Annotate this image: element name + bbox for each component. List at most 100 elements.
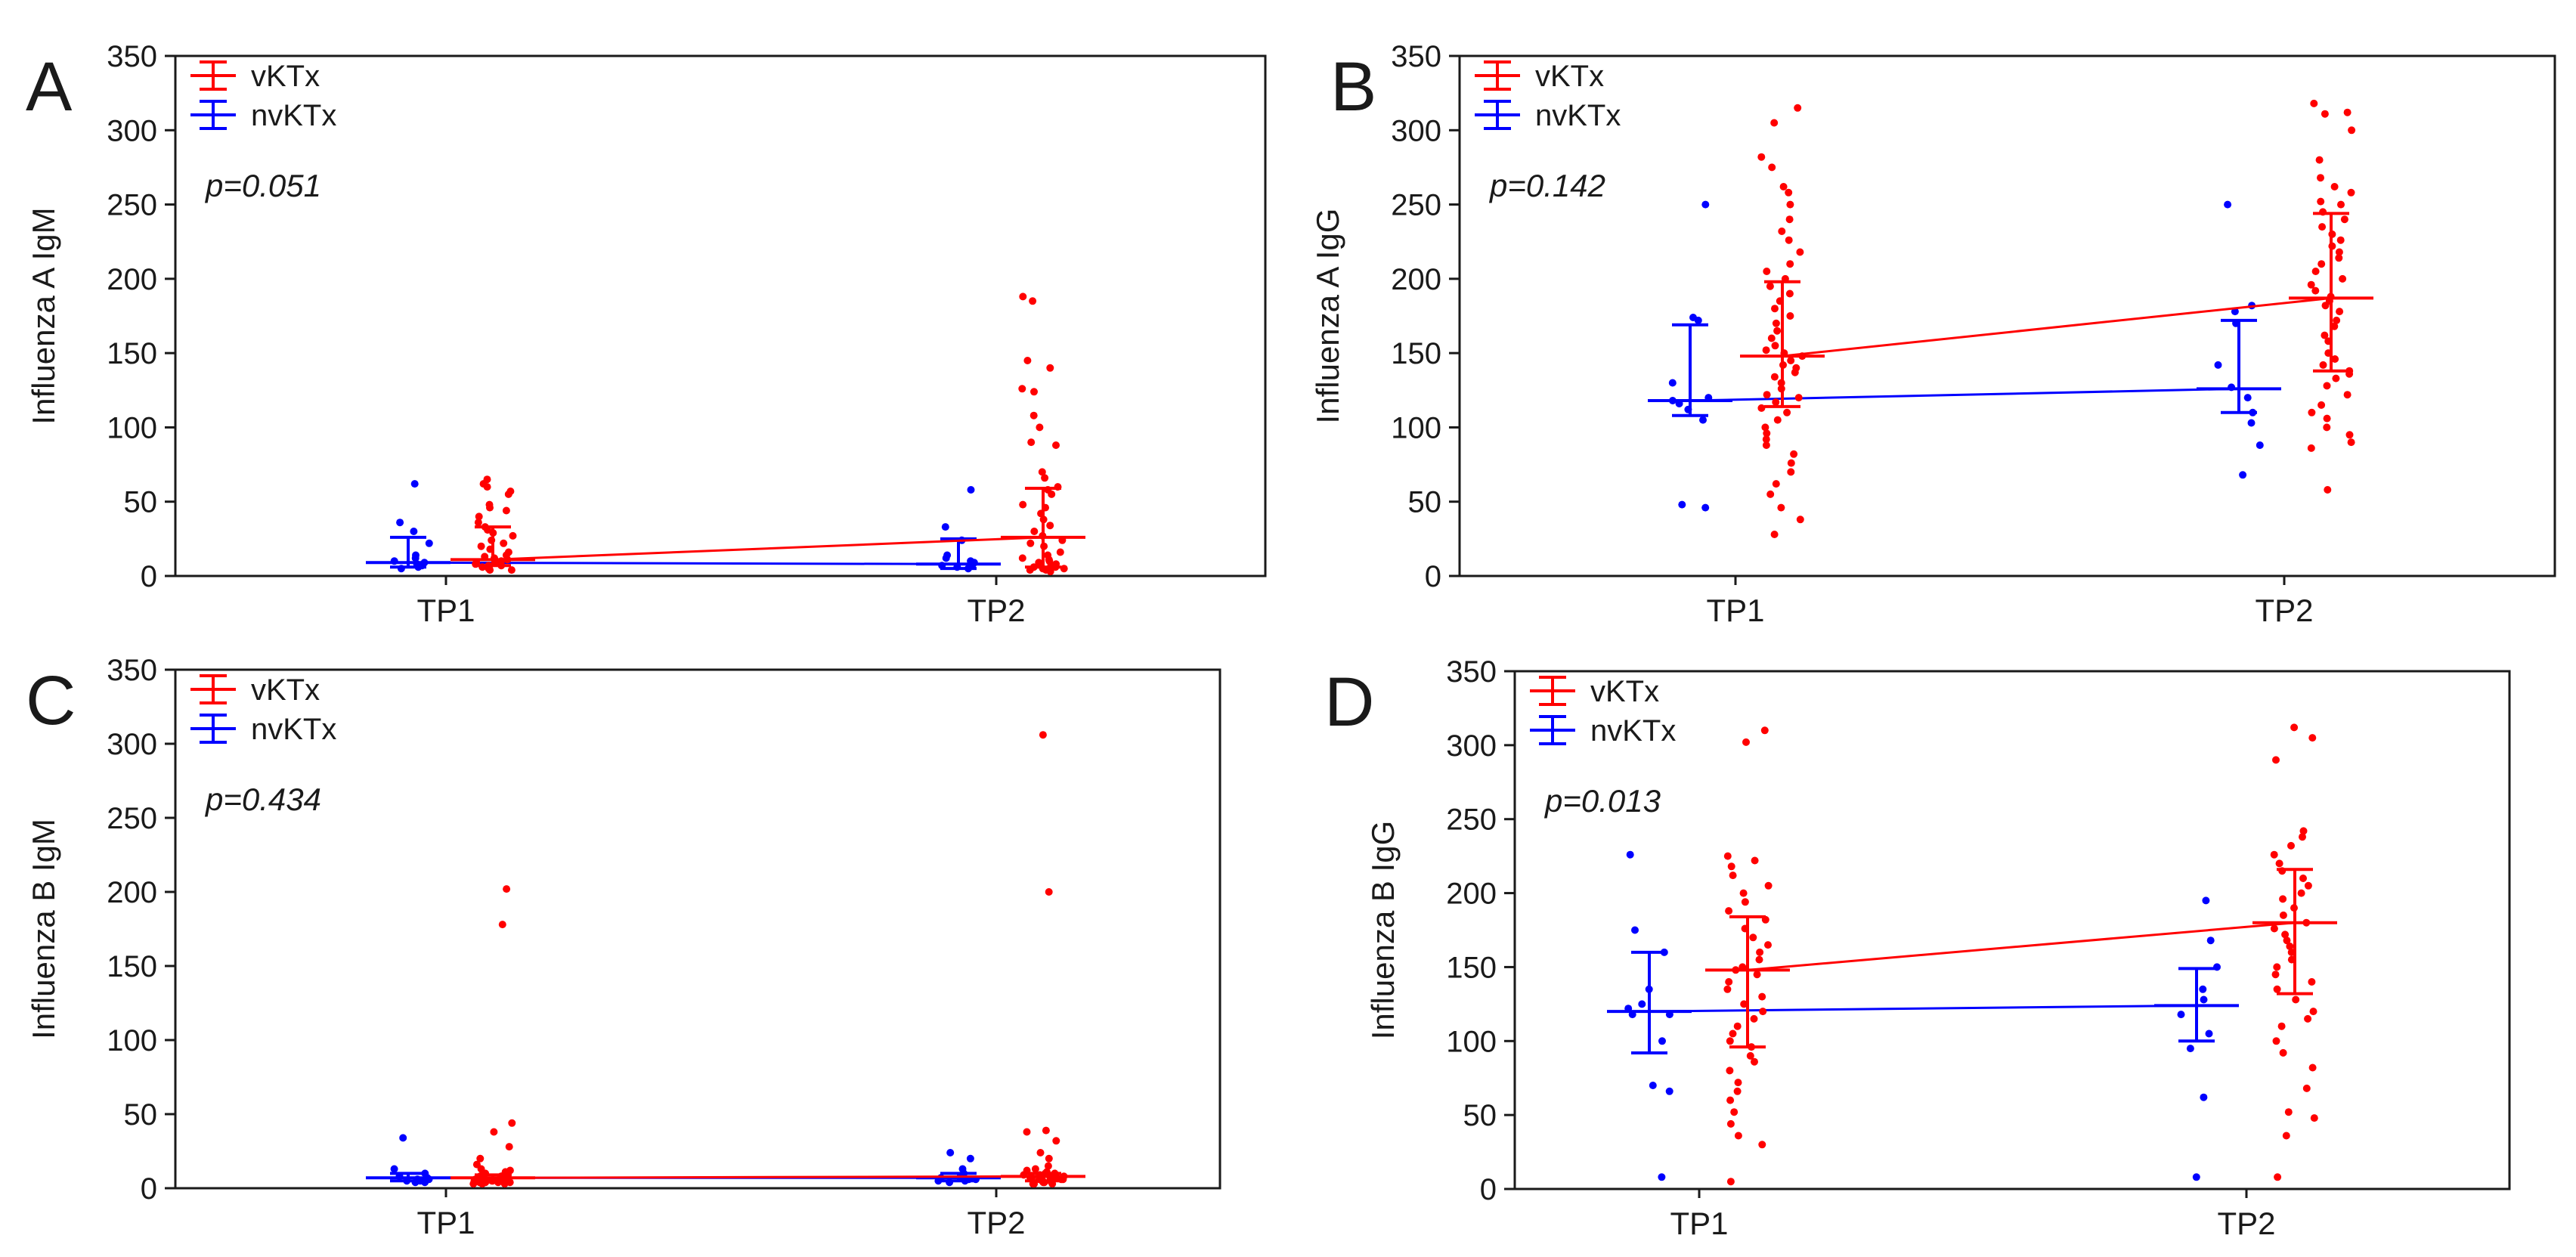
plot-frame <box>174 668 1221 1190</box>
legend-item-vktx: vKTx <box>190 673 320 707</box>
data-point <box>2283 937 2291 945</box>
data-point <box>410 528 418 535</box>
data-point <box>1751 856 1759 865</box>
data-point <box>2287 841 2295 850</box>
data-point <box>2336 236 2345 244</box>
data-point <box>1742 738 1750 746</box>
data-point <box>1768 163 1776 172</box>
data-point <box>1023 1128 1031 1136</box>
p-value-annotation: p=0.142 <box>1488 168 1605 203</box>
data-point <box>1046 364 1054 372</box>
data-point <box>1723 852 1732 860</box>
data-point <box>967 486 975 494</box>
x-tick-label: TP2 <box>967 1205 1025 1240</box>
data-point <box>1036 1149 1045 1156</box>
data-point <box>2310 99 2318 107</box>
data-point <box>483 483 491 491</box>
data-point <box>486 566 494 574</box>
data-point <box>2205 1029 2213 1038</box>
data-point <box>2286 943 2294 950</box>
plot-frame <box>1513 670 2511 1190</box>
data-point <box>1042 1126 1050 1135</box>
data-point <box>508 1119 516 1127</box>
median-connector-line <box>492 1175 1044 1179</box>
data-point <box>1783 408 1791 416</box>
data-point <box>1658 1037 1666 1045</box>
data-point <box>1699 416 1707 424</box>
data-point <box>1729 1029 1737 1038</box>
data-point <box>1665 1087 1673 1095</box>
y-tick-label: 0 <box>141 560 157 593</box>
legend-item-nvktx: nvKTx <box>190 99 336 132</box>
data-point <box>1029 297 1037 305</box>
data-point <box>1701 200 1710 209</box>
data-point <box>1036 423 1044 432</box>
data-point <box>1052 1137 1060 1145</box>
y-tick-label: 350 <box>107 40 157 73</box>
data-point <box>1759 1008 1767 1016</box>
data-point <box>1678 500 1686 509</box>
median-connector-line <box>1747 921 2296 971</box>
data-point <box>1764 941 1772 949</box>
legend-item-nvktx: nvKTx <box>1475 99 1621 132</box>
panel-a: A 0 50 100 150 200 250 300 350 Influenza A IgM TP1… <box>26 40 1267 628</box>
legend-item-vktx: vKTx <box>1475 60 1604 93</box>
data-point <box>1019 293 1027 301</box>
p-value-annotation: p=0.051 <box>204 168 321 203</box>
y-tick-label: 250 <box>107 802 157 835</box>
data-point <box>1785 236 1793 244</box>
data-point <box>2308 978 2316 986</box>
data-point <box>504 490 512 498</box>
series-nvktx <box>1607 850 2239 1181</box>
data-point <box>1794 104 1802 112</box>
data-point <box>2310 1114 2318 1122</box>
y-tick-label: 0 <box>1425 560 1441 593</box>
data-point <box>2192 1173 2200 1181</box>
data-point <box>2200 1093 2208 1101</box>
data-point <box>2213 963 2221 971</box>
legend-label: vKTx <box>251 60 320 93</box>
data-point <box>498 921 506 929</box>
data-point <box>946 1149 955 1156</box>
median-connector-line <box>492 536 1044 561</box>
data-point <box>1052 441 1060 449</box>
data-point <box>2308 408 2316 416</box>
panel-c: C 0 50 100 150 200 250 300 350 Influenza B IgM TP1… <box>26 654 1221 1240</box>
data-point <box>396 519 404 527</box>
data-point <box>1785 215 1794 224</box>
y-tick-label: 50 <box>124 486 158 519</box>
series-vktx <box>450 293 1085 576</box>
data-point <box>2317 197 2325 206</box>
series-vktx <box>450 731 1085 1188</box>
data-point <box>1787 357 1795 364</box>
data-point <box>1753 971 1761 979</box>
legend-item-vktx: vKTx <box>190 60 320 93</box>
data-point <box>2330 183 2339 190</box>
data-point <box>2282 1132 2290 1140</box>
data-point <box>505 1143 513 1151</box>
data-point <box>2337 200 2345 209</box>
data-point <box>1048 490 1056 498</box>
data-point <box>2299 827 2308 835</box>
y-tick-label: 100 <box>107 1024 157 1057</box>
data-point <box>2302 1084 2311 1092</box>
data-point <box>1031 1165 1039 1173</box>
data-point <box>2304 1014 2312 1023</box>
data-point <box>1019 500 1027 509</box>
data-point <box>2317 174 2324 182</box>
data-point <box>2335 254 2343 262</box>
data-point <box>1794 394 1803 402</box>
data-point <box>2308 734 2317 742</box>
data-point <box>1771 342 1779 350</box>
data-point <box>1631 926 1639 934</box>
data-point <box>1060 565 1068 573</box>
data-point <box>1668 379 1677 387</box>
y-tick-label: 150 <box>107 337 157 370</box>
y-tick-label: 0 <box>141 1172 157 1206</box>
data-point <box>2272 756 2280 764</box>
data-point <box>1740 1000 1748 1008</box>
data-point <box>1791 368 1799 376</box>
data-point <box>1041 474 1049 482</box>
data-point <box>1726 1119 1735 1128</box>
data-point <box>1770 531 1779 538</box>
